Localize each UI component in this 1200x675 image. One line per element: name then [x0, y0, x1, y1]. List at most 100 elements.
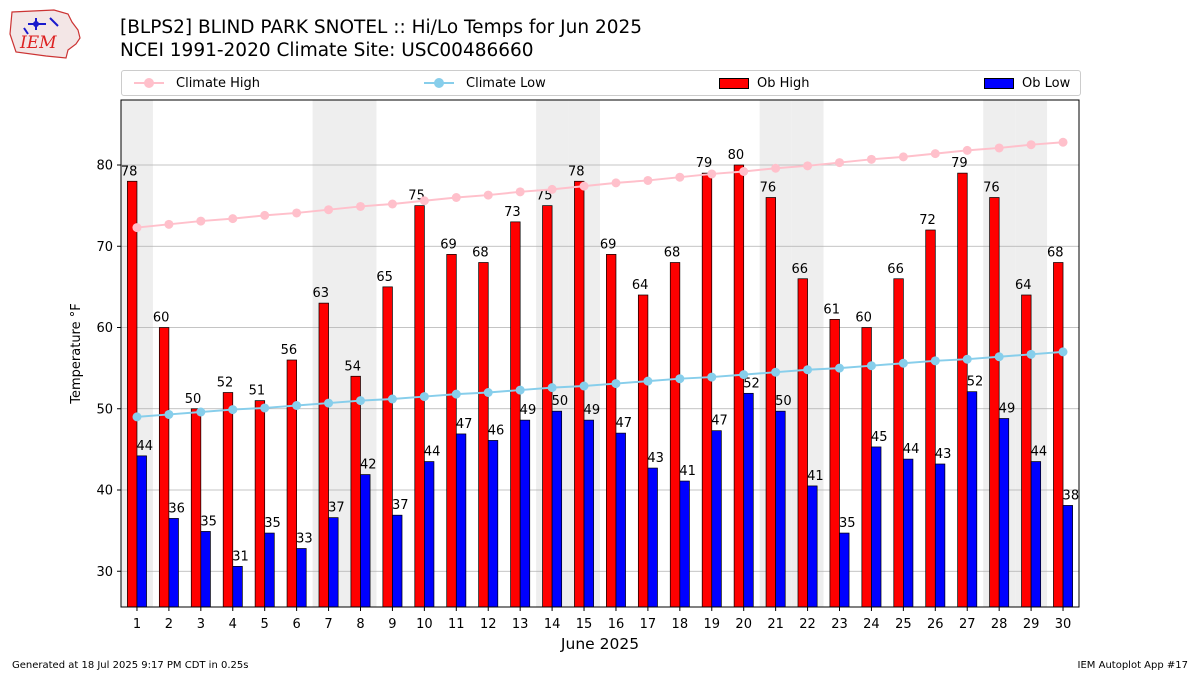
climate-low-point: [1058, 347, 1068, 357]
bar-ob-high: [318, 302, 329, 608]
legend-item-ob-high: Ob High: [719, 71, 810, 95]
climate-low-point: [164, 409, 174, 419]
footer-app-label: IEM Autoplot App #17: [1077, 660, 1188, 671]
x-tick-label: 13: [512, 617, 529, 632]
x-tick-label: 28: [991, 617, 1008, 632]
x-tick-label: 14: [544, 617, 561, 632]
chart-subtitle: NCEI 1991-2020 Climate Site: USC00486660: [120, 40, 534, 61]
x-tick-label: 17: [640, 617, 657, 632]
bar-label-ob-low: 35: [264, 516, 281, 531]
climate-high-point: [643, 175, 653, 185]
climate-high-point: [228, 214, 238, 224]
bar-ob-high: [127, 180, 138, 608]
climate-high-point: [675, 172, 685, 182]
bar-ob-high: [669, 262, 681, 608]
bar-label-ob-high: 60: [855, 311, 872, 326]
iem-logo: IEM: [9, 9, 81, 59]
bar-label-ob-low: 49: [999, 402, 1016, 417]
x-tick-label: 29: [1023, 617, 1040, 632]
bar-label-ob-high: 64: [632, 278, 649, 293]
climate-low-point: [515, 385, 525, 395]
x-tick-label: 19: [703, 617, 720, 632]
bar-ob-low: [807, 485, 818, 608]
climate-high-point: [419, 196, 429, 206]
climate-high-point: [771, 163, 781, 173]
bar-label-ob-low: 43: [647, 451, 664, 466]
bar-ob-low: [136, 455, 147, 608]
climate-low-point: [547, 383, 557, 393]
x-tick-label: 30: [1055, 617, 1072, 632]
bar-ob-low: [679, 480, 690, 608]
climate-high-point: [292, 208, 302, 218]
legend-label-climate-high: Climate High: [176, 75, 261, 91]
legend-item-climate-high: Climate High: [134, 71, 260, 95]
climate-low-point: [1026, 349, 1036, 359]
climate-low-point: [579, 381, 589, 391]
bar-ob-high: [190, 408, 202, 608]
bar-ob-high: [158, 327, 170, 608]
bar-label-ob-high: 79: [696, 156, 713, 171]
climate-high-point: [579, 181, 589, 191]
x-tick-label: 20: [735, 617, 752, 632]
climate-high-point: [515, 187, 525, 197]
legend-swatch-ob-high: [719, 77, 749, 89]
x-tick-label: 2: [165, 617, 173, 632]
bar-ob-high: [1053, 262, 1064, 608]
bar-label-ob-low: 47: [711, 414, 728, 429]
footer-generated-text: Generated at 18 Jul 2025 9:17 PM CDT in …: [12, 660, 249, 671]
climate-high-point: [611, 178, 621, 188]
bar-label-ob-low: 43: [935, 447, 952, 462]
climate-high-point: [324, 205, 334, 215]
bar-ob-low: [903, 458, 914, 608]
bar-label-ob-low: 36: [168, 501, 185, 516]
x-tick-label: 21: [767, 617, 784, 632]
bar-label-ob-high: 69: [440, 237, 457, 252]
bar-label-ob-high: 73: [504, 205, 521, 220]
legend-label-ob-low: Ob Low: [1022, 75, 1071, 91]
bar-ob-low: [1062, 505, 1073, 608]
climate-high-point: [356, 201, 365, 211]
x-tick-label: 27: [959, 617, 976, 632]
climate-high-point: [451, 193, 461, 202]
climate-low-point: [483, 388, 493, 397]
y-tick-label: 40: [96, 484, 113, 499]
climate-low-point: [196, 407, 206, 417]
plot-frame: [120, 99, 1080, 608]
x-tick-label: 4: [229, 617, 237, 632]
bar-label-ob-high: 63: [313, 286, 330, 301]
bar-label-ob-low: 35: [839, 516, 856, 531]
bar-label-ob-low: 50: [775, 394, 792, 409]
legend-item-climate-low: Climate Low: [424, 71, 546, 95]
climate-high-point: [707, 169, 717, 179]
bar-label-ob-low: 33: [296, 532, 313, 547]
climate-low-point: [387, 394, 397, 404]
x-tick-label: 16: [608, 617, 625, 632]
climate-high-point: [387, 199, 397, 209]
climate-low-point: [675, 374, 685, 384]
bar-label-ob-low: 47: [456, 417, 473, 432]
x-tick-label: 12: [480, 617, 497, 632]
climate-high-point: [196, 216, 206, 226]
bar-label-ob-low: 37: [328, 501, 345, 516]
bar-label-ob-low: 42: [360, 458, 377, 473]
bar-label-ob-high: 50: [185, 392, 202, 407]
climate-high-point: [835, 158, 844, 168]
bar-ob-low: [455, 433, 467, 608]
bar-ob-low: [966, 391, 978, 608]
climate-low-point: [451, 389, 461, 399]
climate-high-point: [803, 161, 813, 171]
bar-label-ob-high: 72: [919, 213, 936, 228]
bar-label-ob-low: 49: [520, 403, 537, 418]
climate-high-point: [739, 167, 749, 176]
climate-low-line: [136, 350, 1064, 418]
climate-high-point: [930, 149, 940, 159]
legend-label-climate-low: Climate Low: [466, 75, 546, 91]
bar-label-ob-high: 78: [568, 164, 585, 179]
bar-label-ob-low: 31: [232, 549, 249, 564]
climate-high-point: [260, 210, 270, 220]
climate-high-point: [1026, 140, 1036, 150]
bar-label-ob-high: 52: [217, 376, 234, 391]
x-tick-label: 11: [448, 617, 465, 632]
bar-ob-low: [998, 418, 1010, 608]
